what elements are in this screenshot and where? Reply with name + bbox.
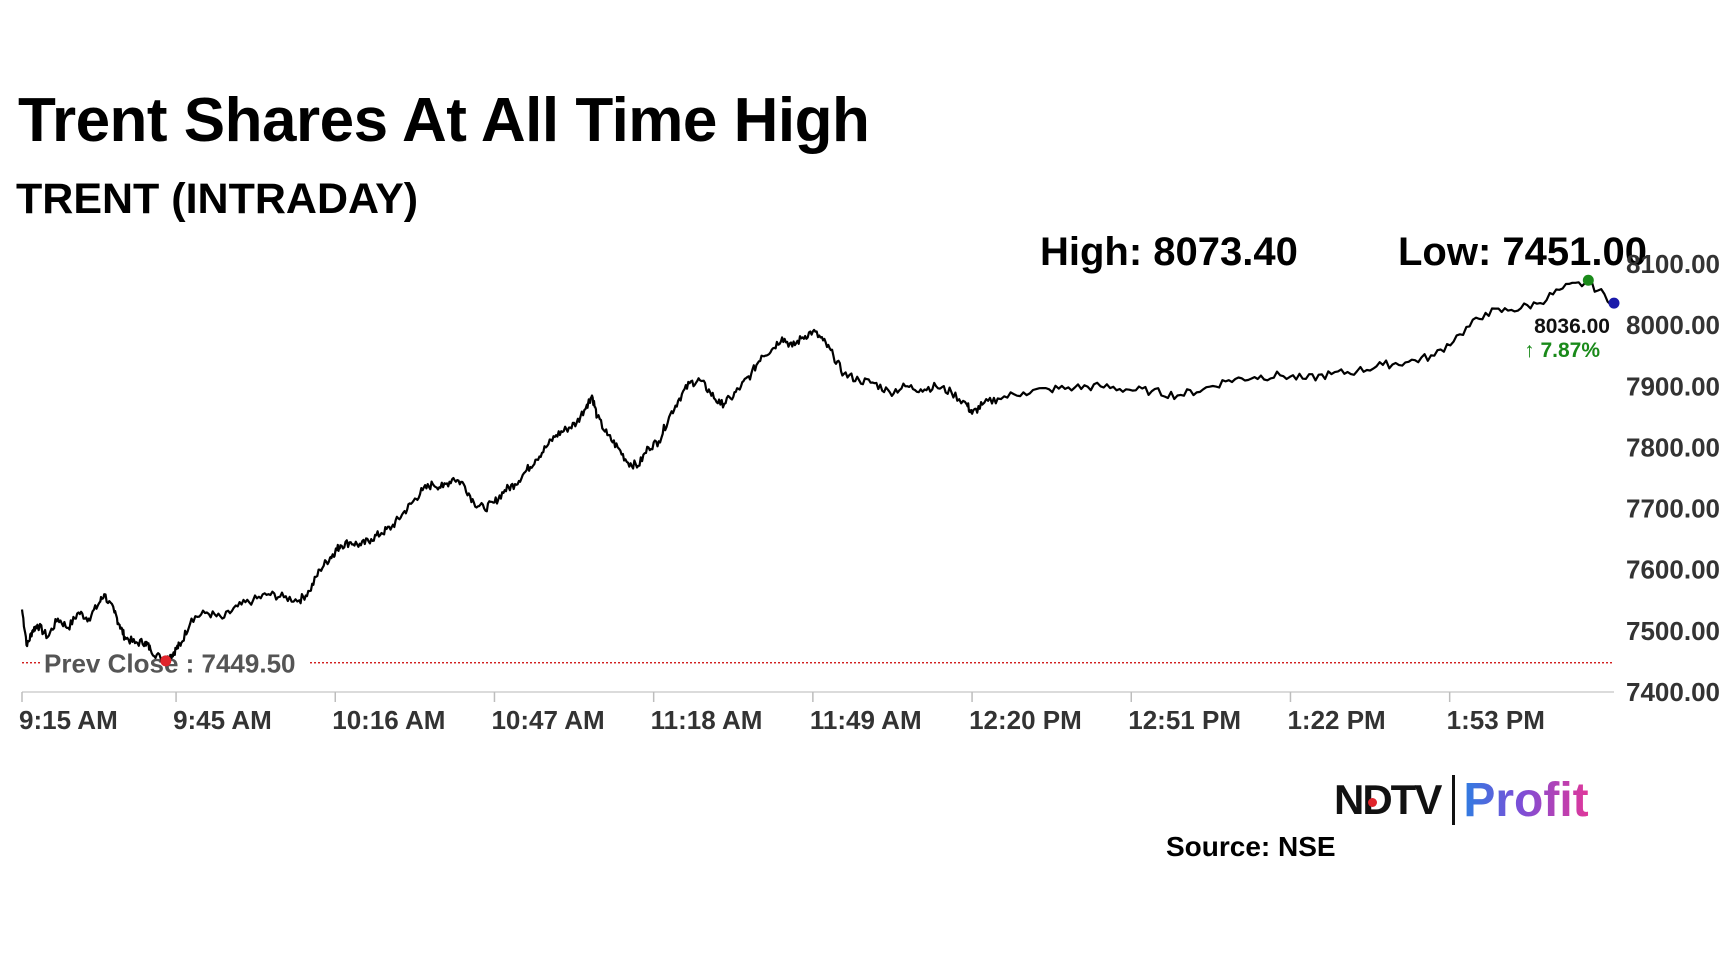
high-point-marker bbox=[1582, 274, 1594, 286]
x-tick-label: 10:16 AM bbox=[332, 705, 445, 735]
source-note: Source: NSE bbox=[1166, 831, 1336, 862]
y-tick-label: 7400.00 bbox=[1626, 677, 1720, 707]
price-line bbox=[20, 279, 1615, 665]
high-value: High: 8073.40 bbox=[1040, 230, 1298, 274]
y-tick-label: 7600.00 bbox=[1626, 555, 1720, 585]
intraday-line-chart: 7400.00 7500.00 7600.00 7700.00 7800.00 7900.… bbox=[19, 249, 1720, 735]
x-tick-label: 9:45 AM bbox=[173, 705, 272, 735]
y-tick-label: 7800.00 bbox=[1626, 432, 1720, 462]
y-tick-label: 7700.00 bbox=[1626, 494, 1720, 524]
x-tick-label: 11:18 AM bbox=[651, 705, 763, 735]
x-tick-label: 12:51 PM bbox=[1128, 705, 1241, 735]
x-tick-label: 9:15 AM bbox=[19, 705, 118, 735]
x-tick-label: 1:22 PM bbox=[1287, 705, 1385, 735]
last-price-label: 8036.00 bbox=[1534, 315, 1610, 338]
logo-profit-text: Profit bbox=[1463, 773, 1589, 827]
low-point-marker bbox=[160, 655, 172, 667]
chart-title: Trent Shares At All Time High bbox=[18, 86, 870, 155]
ndtv-profit-logo: NDTV Profit bbox=[1334, 772, 1589, 828]
logo-dot-icon bbox=[1368, 798, 1377, 807]
y-tick-label: 7500.00 bbox=[1626, 616, 1720, 646]
low-value: Low: 7451.00 bbox=[1398, 230, 1648, 274]
chart-subtitle: TRENT (INTRADAY) bbox=[16, 175, 419, 223]
logo-divider bbox=[1452, 775, 1456, 825]
x-tick-label: 12:20 PM bbox=[969, 705, 1082, 735]
logo-ndtv-text: NDTV bbox=[1334, 776, 1442, 823]
y-tick-label: 8100.00 bbox=[1626, 249, 1720, 279]
x-tick-label: 1:53 PM bbox=[1447, 705, 1545, 735]
x-tick-label: 11:49 AM bbox=[810, 705, 922, 735]
y-tick-label: 8000.00 bbox=[1626, 310, 1720, 340]
x-tick-label: 10:47 AM bbox=[491, 705, 604, 735]
change-percent-label: ↑ 7.87% bbox=[1524, 339, 1600, 362]
y-tick-label: 7900.00 bbox=[1626, 371, 1720, 401]
last-price-marker bbox=[1608, 297, 1620, 309]
